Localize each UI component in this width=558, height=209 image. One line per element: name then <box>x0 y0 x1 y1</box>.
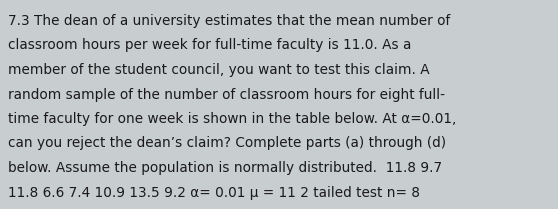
Text: time faculty for one week is shown in the table below. At α=0.01,: time faculty for one week is shown in th… <box>8 112 456 126</box>
Text: member of the student council, you want to test this claim. A: member of the student council, you want … <box>8 63 430 77</box>
Text: random sample of the number of classroom hours for eight full-: random sample of the number of classroom… <box>8 88 445 102</box>
Text: 11.8 6.6 7.4 10.9 13.5 9.2 α= 0.01 μ = 11 2 tailed test n= 8: 11.8 6.6 7.4 10.9 13.5 9.2 α= 0.01 μ = 1… <box>8 186 420 200</box>
Text: can you reject the dean’s claim? Complete parts (a) through (d): can you reject the dean’s claim? Complet… <box>8 136 446 150</box>
Text: below. Assume the population is normally distributed.  11.8 9.7: below. Assume the population is normally… <box>8 161 442 175</box>
Text: 7.3 The dean of a university estimates that the mean number of: 7.3 The dean of a university estimates t… <box>8 14 450 28</box>
Text: classroom hours per week for full-time faculty is 11.0. As a: classroom hours per week for full-time f… <box>8 38 411 52</box>
